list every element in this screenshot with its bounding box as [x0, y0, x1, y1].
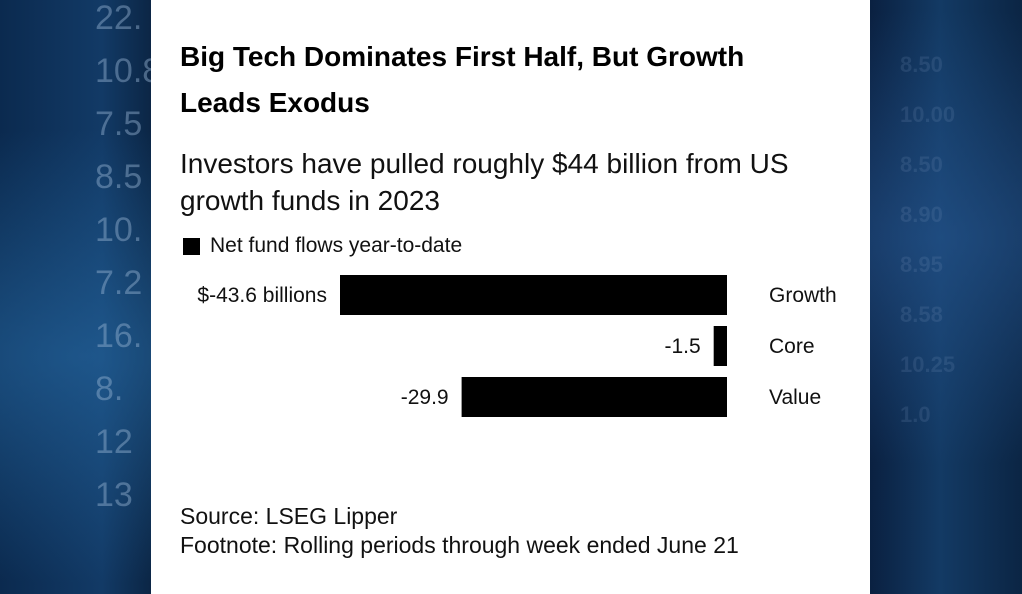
background-digit: 8.: [95, 370, 124, 408]
background-digit: 8.50: [900, 152, 943, 177]
chart-subtitle: Investors have pulled roughly $44 billio…: [180, 148, 789, 216]
background-ticker-digits-right: 8.50 10.00 8.50 8.90 8.95 8.58 10.25 1.0: [900, 40, 980, 440]
background-digit: 10.: [95, 211, 143, 249]
source-note: Source: LSEG Lipper: [180, 503, 398, 529]
background-digit: 22.: [95, 0, 143, 37]
chart-card: Big Tech Dominates First Half, But Growt…: [151, 0, 870, 594]
background-digit: 8.95: [900, 252, 943, 277]
background-digit: 8.90: [900, 202, 943, 227]
background-ticker-digits: 22. 10.8 7.5 8.5 10. 7.2 16. 8. 12 13: [95, 0, 162, 522]
category-label-value: Value: [769, 386, 821, 409]
background-digit: 10.00: [900, 102, 956, 127]
chart-title: Big Tech Dominates First Half, But Growt…: [180, 41, 745, 118]
background-digit: 8.5: [95, 158, 143, 196]
background-digit: 12: [95, 423, 133, 461]
bar-growth: [340, 275, 727, 315]
background-digit: 8.50: [900, 52, 943, 77]
bar-chart: $-43.6 billions Growth -1.5 Core -29.9 Value: [197, 275, 837, 417]
background-digit: 10.8: [95, 52, 162, 90]
category-label-core: Core: [769, 335, 815, 358]
background-digit: 16.: [95, 317, 143, 355]
legend-label: Net fund flows year-to-date: [210, 234, 463, 257]
bar-value: [461, 377, 727, 417]
category-label-growth: Growth: [769, 284, 837, 307]
background-digit: 10.25: [900, 352, 956, 377]
legend: Net fund flows year-to-date: [183, 234, 462, 258]
background-digit: 7.5: [95, 105, 143, 143]
footnote: Footnote: Rolling periods through week e…: [180, 532, 739, 558]
legend-swatch: [183, 237, 200, 255]
value-label-growth: $-43.6 billions: [197, 284, 327, 307]
background-digit: 7.2: [95, 264, 143, 302]
chart-footer: Source: LSEG Lipper Footnote: Rolling pe…: [180, 502, 739, 560]
background-digit: 1.0: [900, 402, 931, 427]
bar-core: [713, 326, 727, 366]
background-digit: 13: [95, 476, 133, 514]
value-label-core: -1.5: [664, 335, 700, 358]
background-digit: 8.58: [900, 302, 943, 327]
value-label-value: -29.9: [401, 386, 449, 409]
